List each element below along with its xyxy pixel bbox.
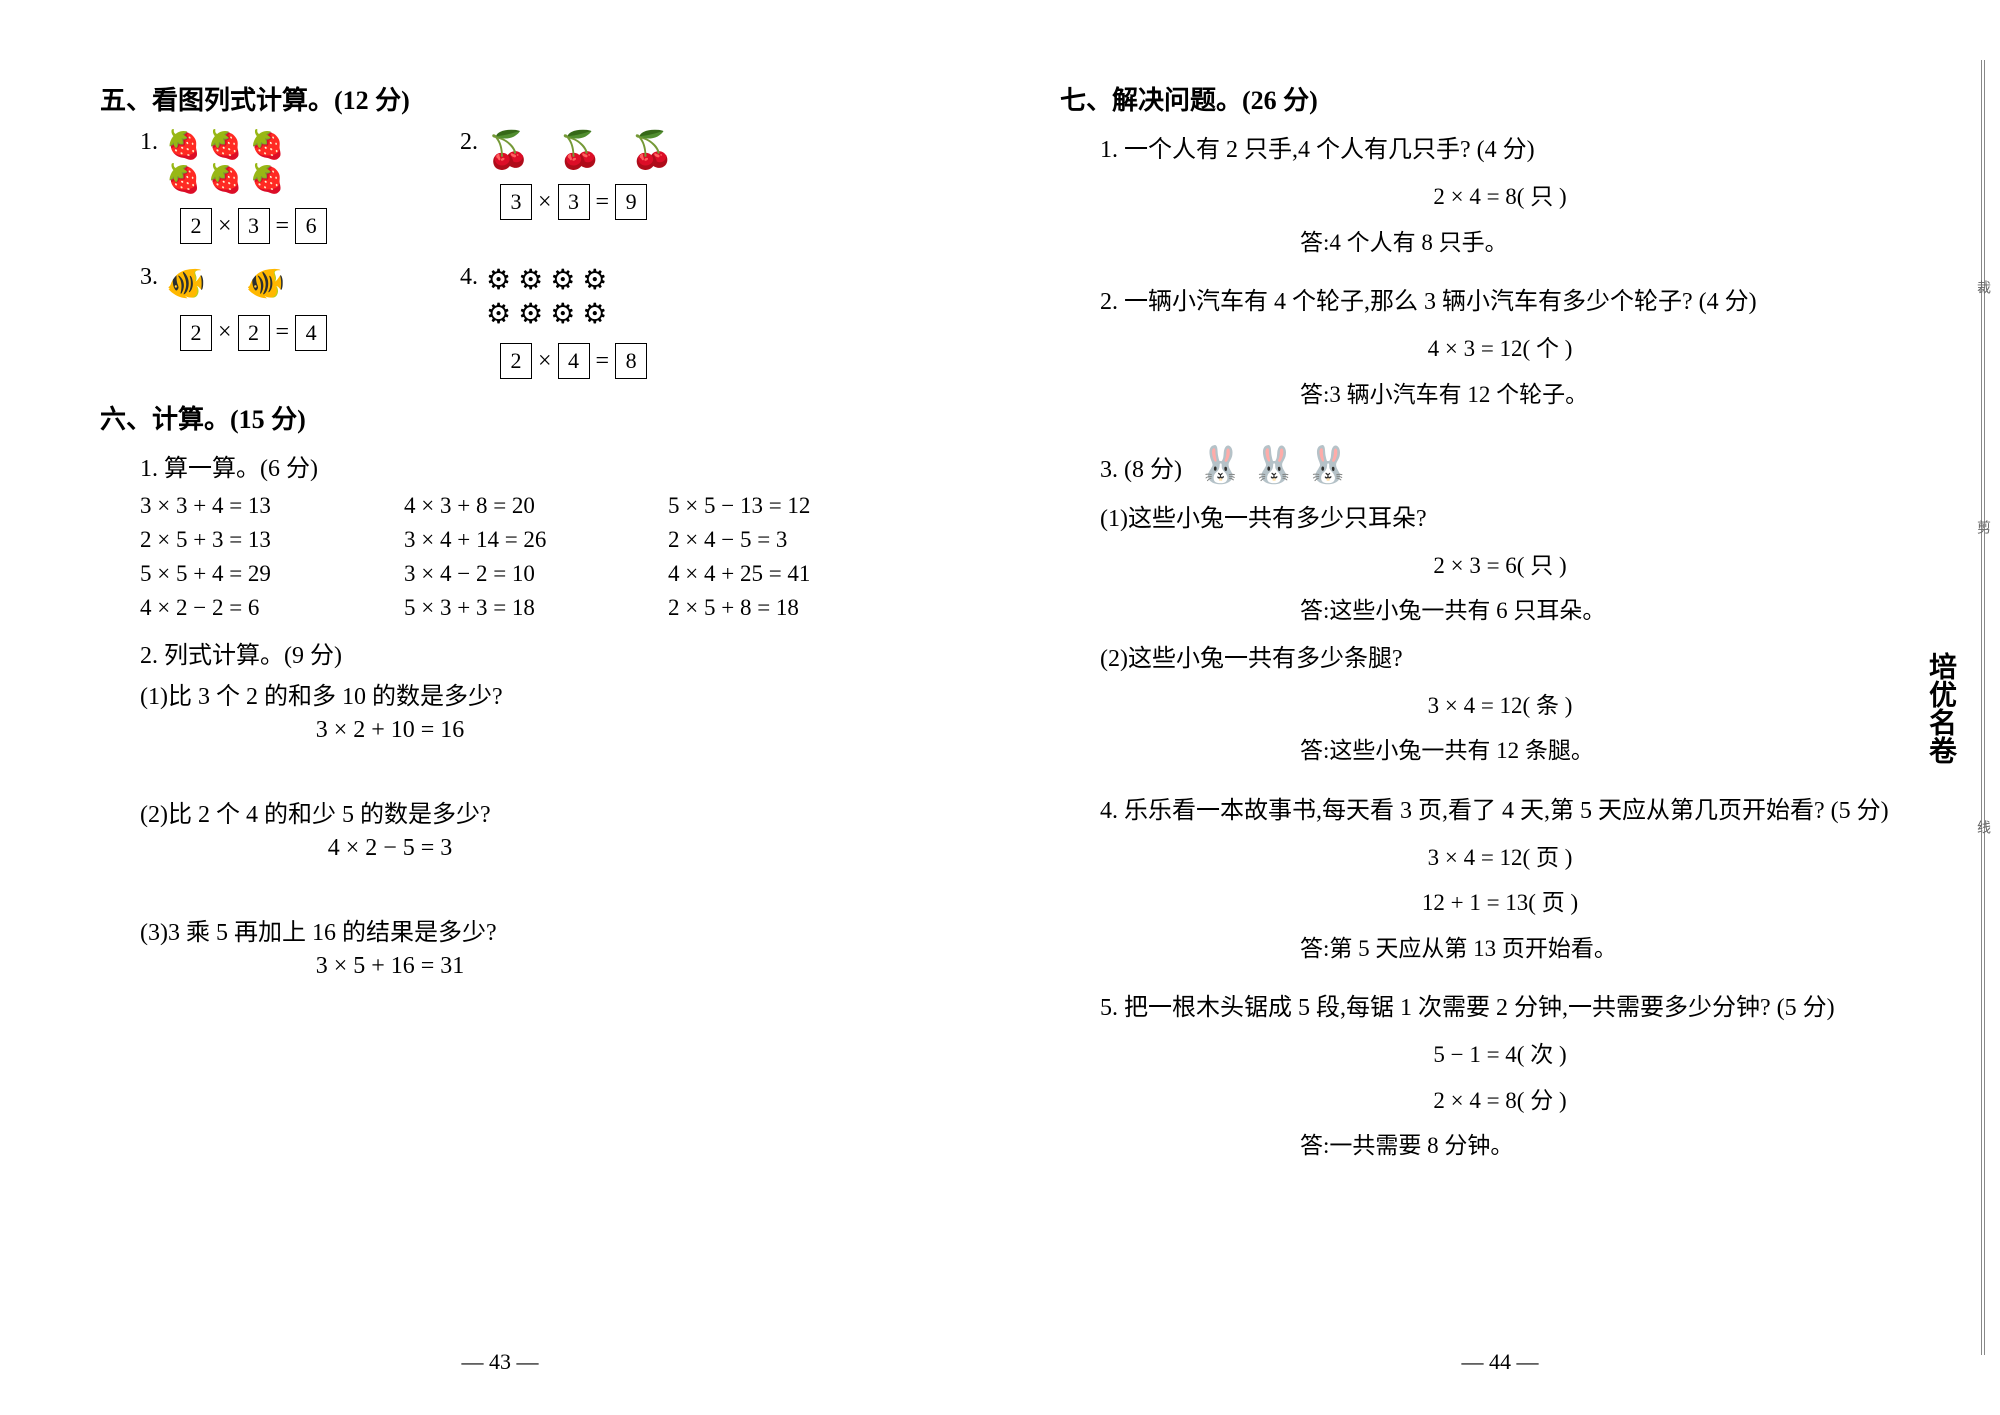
s7-q1-ans: 答:4 个人有 8 只手。 [1300,222,1900,263]
calc-item: 5 × 5 − 13 = 12 [668,489,932,523]
s6-p1-title: 1. 算一算。(6 分) [140,448,940,483]
s5-item4: 4. ⚙ ⚙ ⚙ ⚙ ⚙ ⚙ ⚙ ⚙ 2 × 4 = 8 [460,264,720,379]
subq3-eq: 3 × 5 + 16 = 31 [140,953,640,980]
s7-q3: 3. (8 分) 🐰 🐰 🐰 (1)这些小兔一共有多少只耳朵? 2 × 3 = … [1100,433,1900,772]
subq2-eq: 4 × 2 − 5 = 3 [140,835,640,862]
cut-line [1981,60,1985,1355]
calc-item: 4 × 3 + 8 = 20 [404,489,668,523]
calc-item: 2 × 5 + 8 = 18 [668,591,932,625]
calc-item: 3 × 4 + 14 = 26 [404,523,668,557]
side-label-top: 裁 [1972,280,1992,294]
cherry-icons: 🍒 🍒 🍒 [486,129,674,172]
eq-boxes-1: 2 × 3 = 6 [180,208,400,244]
calc-item: 4 × 2 − 2 = 6 [140,591,404,625]
s5-item3: 3. 🐠 🐠 2 × 2 = 4 [140,264,400,379]
side-decoration: 培优名卷 [1920,652,1960,764]
calc-item: 3 × 4 − 2 = 10 [404,557,668,591]
eq-boxes-4: 2 × 4 = 8 [500,343,720,379]
page-number-right: — 44 — [1462,1349,1539,1375]
subq3-q: (3)3 乘 5 再加上 16 的结果是多少? [140,912,940,947]
calc-item: 5 × 5 + 4 = 29 [140,557,404,591]
section5-title: 五、看图列式计算。(12 分) [100,80,940,117]
right-page: 七、解决问题。(26 分) 1. 一个人有 2 只手,4 个人有几只手? (4 … [1000,0,2000,1415]
side-label-mid: 剪 [1972,520,1992,534]
calc-item: 4 × 4 + 25 = 41 [668,557,932,591]
section5-row1: 1. 🍓 🍓 🍓 🍓 🍓 🍓 2 × 3 = 6 2. 🍒 🍒 🍒 3 × 3 [140,129,940,244]
s7-q1: 1. 一个人有 2 只手,4 个人有几只手? (4 分) 2 × 4 = 8( … [1100,129,1900,263]
q-num: 3. [140,264,158,308]
calc-grid: 3 × 3 + 4 = 13 4 × 3 + 8 = 20 5 × 5 − 13… [140,489,940,625]
s6-p2-title: 2. 列式计算。(9 分) [140,635,940,670]
section6-title: 六、计算。(15 分) [100,399,940,436]
s5-item1: 1. 🍓 🍓 🍓 🍓 🍓 🍓 2 × 3 = 6 [140,129,400,244]
calc-item: 2 × 4 − 5 = 3 [668,523,932,557]
rabbit-icons: 🐰 🐰 🐰 [1198,445,1350,485]
gear-icons: ⚙ ⚙ ⚙ ⚙ ⚙ ⚙ ⚙ ⚙ [486,264,607,331]
q-num: 4. [460,264,478,337]
subq2-q: (2)比 2 个 4 的和少 5 的数是多少? [140,794,940,829]
s7-q2: 2. 一辆小汽车有 4 个轮子,那么 3 辆小汽车有多少个轮子? (4 分) 4… [1100,281,1900,415]
subq-3: (3)3 乘 5 再加上 16 的结果是多少? 3 × 5 + 16 = 31 [140,912,940,980]
eq-boxes-3: 2 × 2 = 4 [180,315,400,351]
side-label-bot: 线 [1972,820,1992,834]
section7-title: 七、解决问题。(26 分) [1060,80,1900,117]
s5-item2: 2. 🍒 🍒 🍒 3 × 3 = 9 [460,129,720,244]
s7-q3-sub1: (1)这些小兔一共有多少只耳朵? 2 × 3 = 6( 只 ) 答:这些小兔一共… [1100,498,1900,632]
left-page: 五、看图列式计算。(12 分) 1. 🍓 🍓 🍓 🍓 🍓 🍓 2 × 3 = 6… [0,0,1000,1415]
subq1-eq: 3 × 2 + 10 = 16 [140,717,640,744]
q-num: 1. [140,129,158,202]
s7-q2-ans: 答:3 辆小汽车有 12 个轮子。 [1300,374,1900,415]
calc-item: 2 × 5 + 3 = 13 [140,523,404,557]
s7-q5: 5. 把一根木头锯成 5 段,每锯 1 次需要 2 分钟,一共需要多少分钟? (… [1100,987,1900,1166]
s7-q2-work: 4 × 3 = 12( 个 ) [1100,328,1900,369]
s7-q4: 4. 乐乐看一本故事书,每天看 3 页,看了 4 天,第 5 天应从第几页开始看… [1100,790,1900,969]
eq-boxes-2: 3 × 3 = 9 [500,184,720,220]
page-number-left: — 43 — [462,1349,539,1375]
section5-row2: 3. 🐠 🐠 2 × 2 = 4 4. ⚙ ⚙ ⚙ ⚙ ⚙ ⚙ ⚙ ⚙ 2 × … [140,264,940,379]
subq-2: (2)比 2 个 4 的和少 5 的数是多少? 4 × 2 − 5 = 3 [140,794,940,862]
s7-q1-work: 2 × 4 = 8( 只 ) [1100,176,1900,217]
q-num: 2. [460,129,478,178]
calc-item: 5 × 3 + 3 = 18 [404,591,668,625]
s7-q3-sub2: (2)这些小兔一共有多少条腿? 3 × 4 = 12( 条 ) 答:这些小兔一共… [1100,638,1900,772]
subq1-q: (1)比 3 个 2 的和多 10 的数是多少? [140,676,940,711]
fish-icons: 🐠 🐠 [166,264,286,302]
calc-item: 3 × 3 + 4 = 13 [140,489,404,523]
strawberry-icons: 🍓 🍓 🍓 🍓 🍓 🍓 [166,129,285,196]
subq-1: (1)比 3 个 2 的和多 10 的数是多少? 3 × 2 + 10 = 16 [140,676,940,744]
